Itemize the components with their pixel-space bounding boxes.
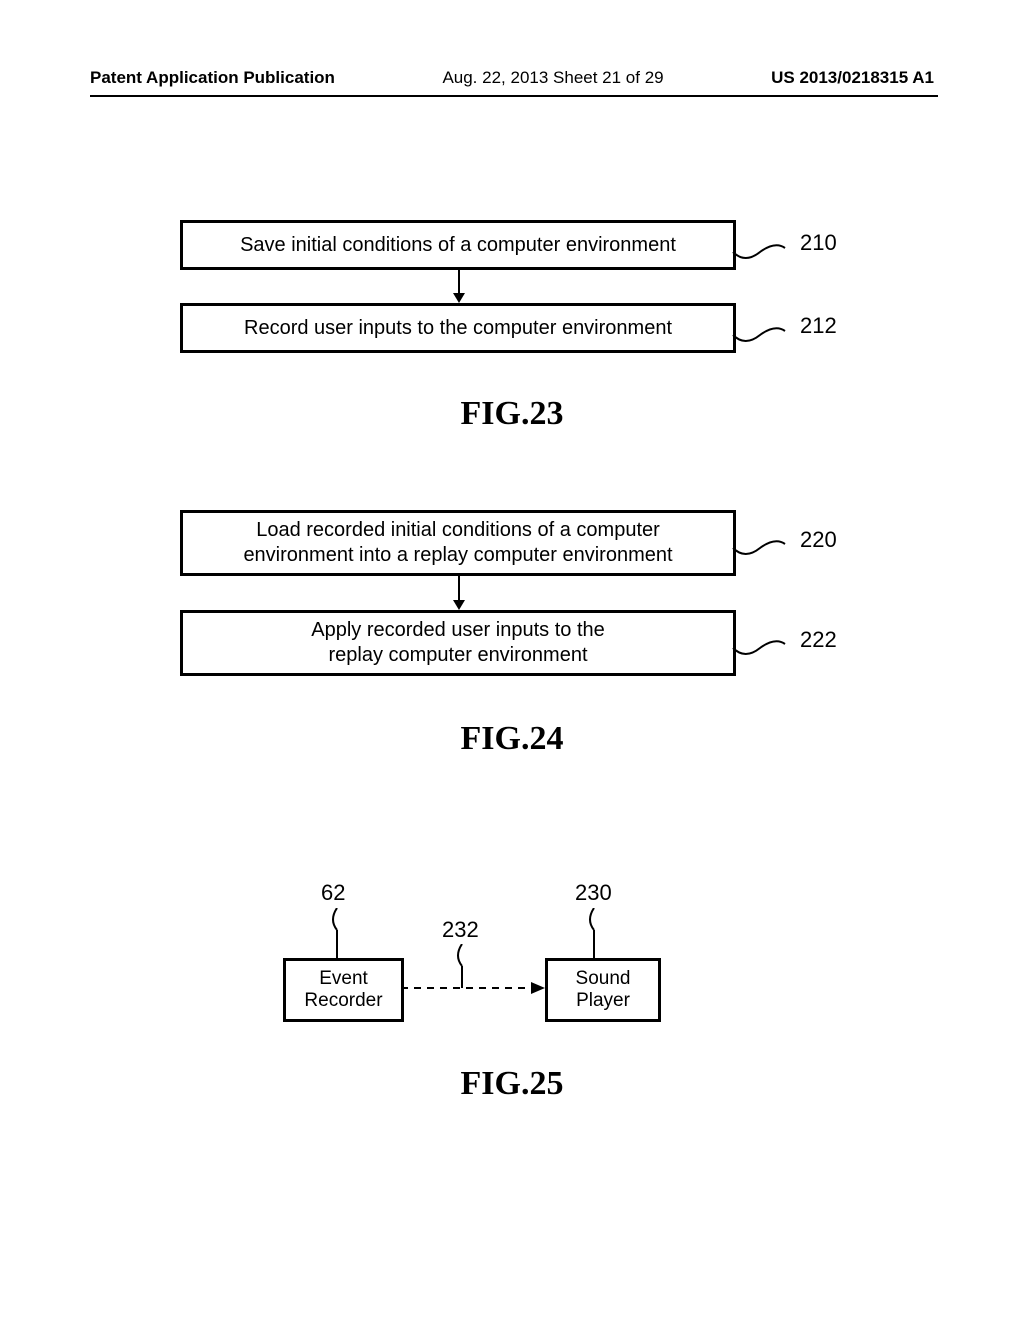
header-left: Patent Application Publication: [90, 68, 335, 88]
fig23-ref-lead-212: [730, 325, 790, 345]
fig23-ref-210: 210: [800, 230, 837, 256]
fig24-arrow: [449, 573, 469, 610]
header-rule: [90, 95, 938, 97]
fig25-ref-lead-230: [580, 908, 610, 958]
fig25-sound-player-line1: Sound: [576, 968, 631, 989]
fig24-ref-222: 222: [800, 627, 837, 653]
fig25-sound-player-text: Sound Player: [576, 968, 631, 1012]
fig23-title: FIG.23: [0, 395, 1024, 433]
fig23-ref-lead-210: [730, 242, 790, 262]
fig24-step-2-box: Apply recorded user inputs to the replay…: [180, 610, 736, 676]
header-center: Aug. 22, 2013 Sheet 21 of 29: [442, 68, 663, 88]
fig24-step-1-line2: environment into a replay computer envir…: [243, 544, 672, 566]
fig23-step-2-text: Record user inputs to the computer envir…: [244, 317, 672, 340]
fig24-ref-220: 220: [800, 527, 837, 553]
fig23-ref-212: 212: [800, 313, 837, 339]
fig24-step-1-line1: Load recorded initial conditions of a co…: [256, 519, 660, 541]
fig25-dashed-arrow: [401, 978, 545, 998]
fig25-ref-230: 230: [575, 880, 612, 906]
fig24-step-2-line2: replay computer environment: [328, 644, 587, 666]
fig24-step-1-text: Load recorded initial conditions of a co…: [243, 518, 672, 568]
fig25-sound-player-box: Sound Player: [545, 958, 661, 1022]
fig24-step-1-box: Load recorded initial conditions of a co…: [180, 510, 736, 576]
fig25-event-recorder-line2: Recorder: [304, 990, 382, 1011]
fig25-event-recorder-box: Event Recorder: [283, 958, 404, 1022]
patent-page: Patent Application Publication Aug. 22, …: [0, 0, 1024, 1320]
fig25-ref-62: 62: [321, 880, 345, 906]
fig25-event-recorder-line1: Event: [319, 968, 368, 989]
fig25-sound-player-line2: Player: [576, 990, 630, 1011]
fig23-step-1-box: Save initial conditions of a computer en…: [180, 220, 736, 270]
fig24-title: FIG.24: [0, 720, 1024, 758]
fig24-step-2-text: Apply recorded user inputs to the replay…: [311, 618, 605, 668]
fig23-step-2-box: Record user inputs to the computer envir…: [180, 303, 736, 353]
fig25-ref-lead-62: [323, 908, 353, 958]
fig25-event-recorder-text: Event Recorder: [304, 968, 382, 1012]
fig25-title: FIG.25: [0, 1065, 1024, 1103]
fig24-ref-lead-220: [730, 538, 790, 558]
page-header: Patent Application Publication Aug. 22, …: [90, 68, 934, 88]
fig24-ref-lead-222: [730, 638, 790, 658]
fig24-step-2-line1: Apply recorded user inputs to the: [311, 619, 605, 641]
fig23-arrow: [449, 267, 469, 303]
fig25-ref-232: 232: [442, 917, 479, 943]
header-right: US 2013/0218315 A1: [771, 68, 934, 88]
fig23-step-1-text: Save initial conditions of a computer en…: [240, 234, 676, 257]
